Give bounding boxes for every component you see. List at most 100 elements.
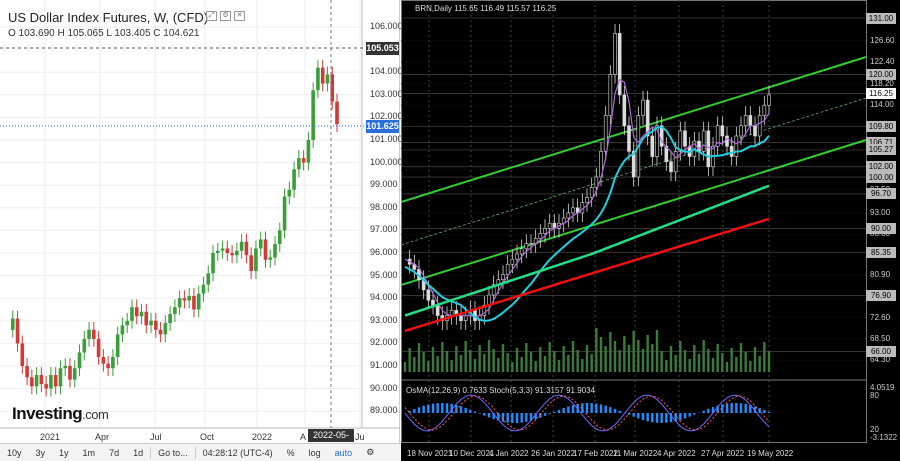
volume-bar	[609, 332, 612, 372]
osma-bar	[548, 413, 551, 414]
brent-price-tag: 76.90	[866, 290, 896, 302]
volume-bar	[613, 341, 617, 372]
osma-bar	[520, 413, 523, 423]
chart-toolbar[interactable]: 10y 3y 1y 1m 7d 1d Go to... 04:28:12 (UTC-4)% lo…	[0, 443, 400, 461]
dxy-chart-panel[interactable]: US Dollar Index Futures, W, (CFD) ⤢ ⚙ ✕ …	[0, 0, 403, 461]
volume-bar	[595, 328, 598, 372]
volume-bar	[553, 351, 556, 372]
volume-bar	[585, 345, 589, 372]
toolbar-item[interactable]: Go to...	[158, 447, 188, 458]
candle-body	[82, 338, 87, 353]
toolbar-item[interactable]: log	[308, 447, 321, 458]
brent-candle-body	[435, 304, 440, 316]
dxy-candles-plot[interactable]	[0, 0, 400, 461]
volume-bar	[413, 357, 416, 372]
toolbar-item[interactable]: 1m	[82, 447, 96, 458]
osma-bar	[688, 413, 691, 417]
brent-time-label: 4 Jan 2022	[489, 449, 529, 458]
current-price-tag: 101.625	[366, 120, 399, 133]
candle-body	[297, 158, 301, 170]
brent-price-label: 122.40	[870, 57, 895, 67]
candle-body	[196, 293, 201, 310]
brent-candle-body	[603, 115, 608, 152]
osma-stoch-label: OsMA(12,26,9) 0.7633 Stoch(5,3,3) 91.315…	[406, 386, 596, 395]
volume-bar	[735, 357, 738, 372]
osma-bar	[413, 409, 416, 413]
candle-body	[77, 352, 82, 369]
brent-candle-body	[519, 248, 524, 255]
osma-bar	[702, 410, 705, 413]
toolbar-item[interactable]: 3y	[35, 447, 46, 458]
osma-bar	[417, 407, 421, 413]
brent-candle-body	[669, 161, 673, 173]
brent-chart-panel[interactable]: BRN,Daily 115.65 116.49 115.57 116.25 12…	[401, 0, 900, 461]
candle-body	[330, 74, 335, 102]
osma-bar	[730, 403, 733, 413]
volume-bar	[679, 341, 682, 372]
brent-candle-body	[547, 222, 552, 229]
osma-bar	[683, 413, 687, 419]
osma-bar	[469, 409, 472, 413]
osma-bar	[487, 413, 491, 418]
brent-price-label: 93.00	[870, 207, 891, 217]
osma-bar	[721, 404, 724, 413]
toolbar-item[interactable]: 04:28:12 (UTC-4)	[202, 447, 273, 458]
volume-bar	[753, 347, 757, 372]
volume-bar	[716, 344, 719, 372]
candle-body	[144, 311, 149, 326]
brent-candle-body	[748, 115, 753, 127]
osma-level-label: 80	[870, 391, 879, 400]
brent-candles-plot[interactable]	[401, 0, 900, 461]
toolbar-item[interactable]: %	[286, 447, 295, 458]
toolbar-item[interactable]: 1y	[59, 447, 69, 458]
volume-bar	[441, 342, 444, 372]
candle-body	[44, 384, 48, 389]
candle-body	[15, 318, 20, 344]
candle-body	[177, 298, 182, 308]
volume-bar	[651, 344, 654, 372]
toolbar-item[interactable]: 10y	[7, 447, 22, 458]
volume-bar	[427, 361, 430, 372]
osma-bar	[511, 413, 514, 423]
brent-candle-body	[459, 315, 463, 321]
brent-candle-body	[524, 243, 529, 250]
toolbar-item[interactable]: auto	[334, 447, 353, 458]
osma-bar	[646, 413, 649, 422]
osma-bar	[478, 413, 481, 414]
candle-body	[163, 323, 168, 335]
osma-bar	[567, 406, 570, 413]
price-label: 93.000	[370, 314, 398, 325]
time-label: 2021	[40, 432, 61, 442]
volume-bar	[525, 343, 528, 372]
volume-bar	[739, 343, 743, 372]
close-icon[interactable]: ✕	[234, 11, 245, 21]
volume-bar	[683, 350, 687, 372]
brent-time-label: 27 Apr 2022	[701, 449, 745, 458]
osma-bar	[553, 411, 556, 413]
toolbar-item[interactable]: 1d	[133, 447, 144, 458]
chart-header-icons[interactable]: ⤢ ⚙ ✕	[206, 11, 245, 21]
osma-bar	[571, 405, 575, 413]
volume-bar	[707, 349, 710, 372]
candle-body	[106, 363, 110, 369]
osma-bar	[529, 413, 533, 421]
volume-bar	[637, 340, 640, 372]
toolbar-item[interactable]: 7d	[109, 447, 120, 458]
brent-candle-body	[510, 258, 515, 265]
settings-icon[interactable]: ⚙	[220, 11, 231, 21]
expand-icon[interactable]: ⤢	[206, 11, 217, 21]
candle-body	[235, 250, 239, 256]
volume-bar	[697, 354, 701, 372]
candle-body	[87, 329, 91, 339]
candle-body	[206, 273, 211, 285]
brent-time-label: 19 May 2022	[747, 449, 794, 458]
stoch-signal-line	[404, 395, 770, 431]
volume-bar	[403, 362, 407, 372]
osma-level-label: 4.0519	[870, 383, 895, 392]
osma-bar	[581, 403, 584, 413]
brent-candle-body	[641, 99, 645, 116]
volume-bar	[721, 353, 724, 372]
toolbar-settings-icon[interactable]: ⚙	[366, 447, 375, 457]
osma-bar	[613, 408, 617, 413]
candle-body	[320, 67, 325, 84]
